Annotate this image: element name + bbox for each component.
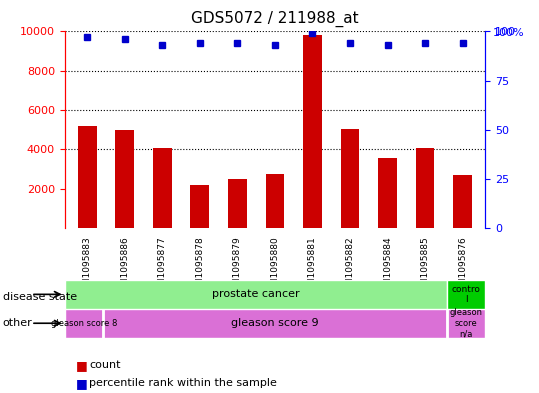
FancyBboxPatch shape <box>447 280 485 309</box>
Bar <box>378 158 397 228</box>
Bar <box>453 175 472 228</box>
Text: GSM1095881: GSM1095881 <box>308 236 317 297</box>
Bar <box>416 148 434 228</box>
Text: disease state: disease state <box>3 292 77 302</box>
Text: GSM1095876: GSM1095876 <box>458 236 467 297</box>
Bar <box>78 126 96 228</box>
Text: ■: ■ <box>75 359 87 372</box>
Text: GSM1095886: GSM1095886 <box>120 236 129 297</box>
Bar <box>190 185 209 228</box>
Title: GDS5072 / 211988_at: GDS5072 / 211988_at <box>191 11 358 27</box>
Text: GSM1095882: GSM1095882 <box>345 236 355 297</box>
Text: contro
l: contro l <box>452 285 480 304</box>
Text: ■: ■ <box>75 376 87 390</box>
Text: GSM1095883: GSM1095883 <box>82 236 92 297</box>
Text: gleason
score
n/a: gleason score n/a <box>450 309 482 338</box>
Text: GSM1095878: GSM1095878 <box>195 236 204 297</box>
Text: GSM1095880: GSM1095880 <box>271 236 279 297</box>
Text: GSM1095877: GSM1095877 <box>158 236 167 297</box>
Text: percentile rank within the sample: percentile rank within the sample <box>89 378 277 388</box>
Bar <box>303 35 322 228</box>
Bar <box>115 130 134 228</box>
Text: GSM1095884: GSM1095884 <box>383 236 392 297</box>
Bar <box>341 129 360 228</box>
Bar <box>228 179 247 228</box>
FancyBboxPatch shape <box>65 309 103 338</box>
Bar <box>266 174 284 228</box>
Text: GSM1095885: GSM1095885 <box>420 236 430 297</box>
FancyBboxPatch shape <box>103 309 447 338</box>
Text: GSM1095879: GSM1095879 <box>233 236 242 297</box>
Text: other: other <box>3 318 32 328</box>
Text: gleason score 9: gleason score 9 <box>231 318 319 328</box>
Text: count: count <box>89 360 120 371</box>
Text: prostate cancer: prostate cancer <box>212 289 300 299</box>
FancyBboxPatch shape <box>447 309 485 338</box>
Text: gleason score 8: gleason score 8 <box>51 319 117 328</box>
Text: 100%: 100% <box>493 28 525 39</box>
FancyBboxPatch shape <box>65 280 447 309</box>
Bar <box>153 148 171 228</box>
